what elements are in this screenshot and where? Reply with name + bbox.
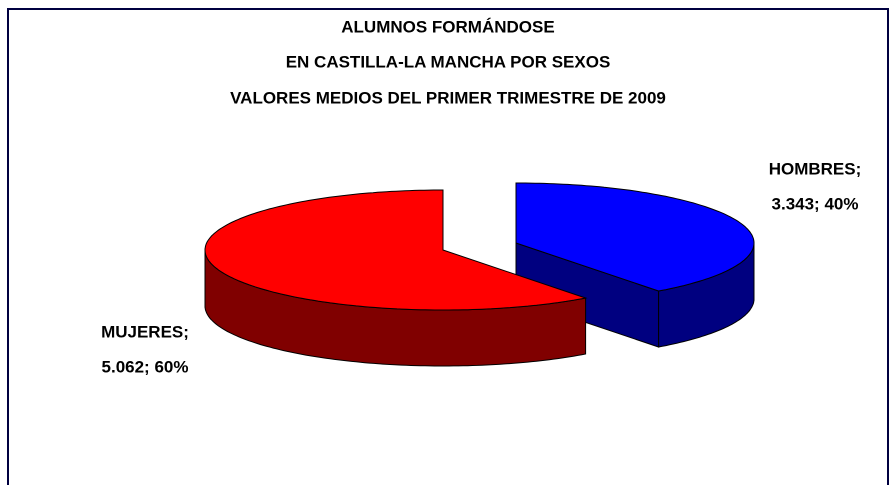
chart-title: VALORES MEDIOS DEL PRIMER TRIMESTRE DE 2… [230,88,666,107]
chart-title: ALUMNOS FORMÁNDOSE [341,17,554,36]
chart-title: EN CASTILLA-LA MANCHA POR SEXOS [286,52,611,71]
slice [515,182,755,292]
data-label: HOMBRES; [769,159,862,178]
data-label: 5.062; 60% [102,357,189,376]
data-label: 3.343; 40% [772,194,859,213]
chart-frame [7,8,889,485]
slice [204,189,588,311]
data-label: MUJERES; [101,322,189,341]
